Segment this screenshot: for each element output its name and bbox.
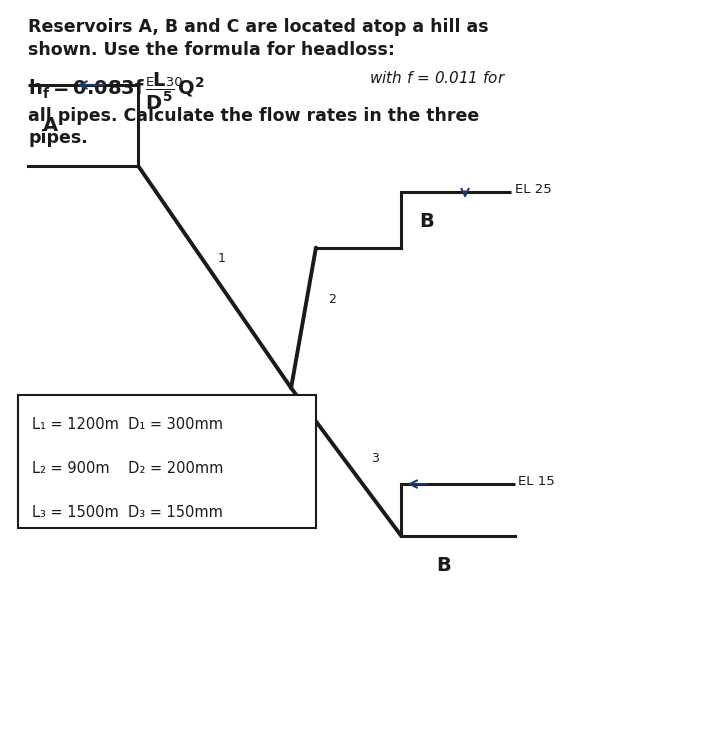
Text: EL 30: EL 30 [146,76,182,89]
Text: EL 25: EL 25 [515,183,552,197]
Text: 1: 1 [218,252,226,265]
Text: Reservoirs A, B and C are located atop a hill as: Reservoirs A, B and C are located atop a… [28,18,489,36]
Text: L₂ = 900m    D₂ = 200mm: L₂ = 900m D₂ = 200mm [32,461,224,476]
Text: J: J [275,400,280,413]
Text: all pipes. Calculate the flow rates in the three: all pipes. Calculate the flow rates in t… [28,107,480,125]
Text: shown. Use the formula for headloss:: shown. Use the formula for headloss: [28,41,395,58]
FancyBboxPatch shape [18,395,316,528]
Text: L₃ = 1500m  D₃ = 150mm: L₃ = 1500m D₃ = 150mm [32,505,223,520]
Text: A: A [43,116,58,135]
Text: pipes.: pipes. [28,129,88,147]
Text: B: B [419,212,434,231]
Text: 3: 3 [371,452,378,465]
Text: L₁ = 1200m  D₁ = 300mm: L₁ = 1200m D₁ = 300mm [32,417,223,432]
Text: EL 15: EL 15 [518,475,555,488]
Text: B: B [437,556,452,575]
Text: with $f$ = 0.011 for: with $f$ = 0.011 for [369,70,506,86]
Text: $\mathbf{h_f = 0.083f\,\dfrac{L}{D^5}\,Q^2}$: $\mathbf{h_f = 0.083f\,\dfrac{L}{D^5}\,Q… [28,70,205,112]
Text: 2: 2 [328,293,336,306]
